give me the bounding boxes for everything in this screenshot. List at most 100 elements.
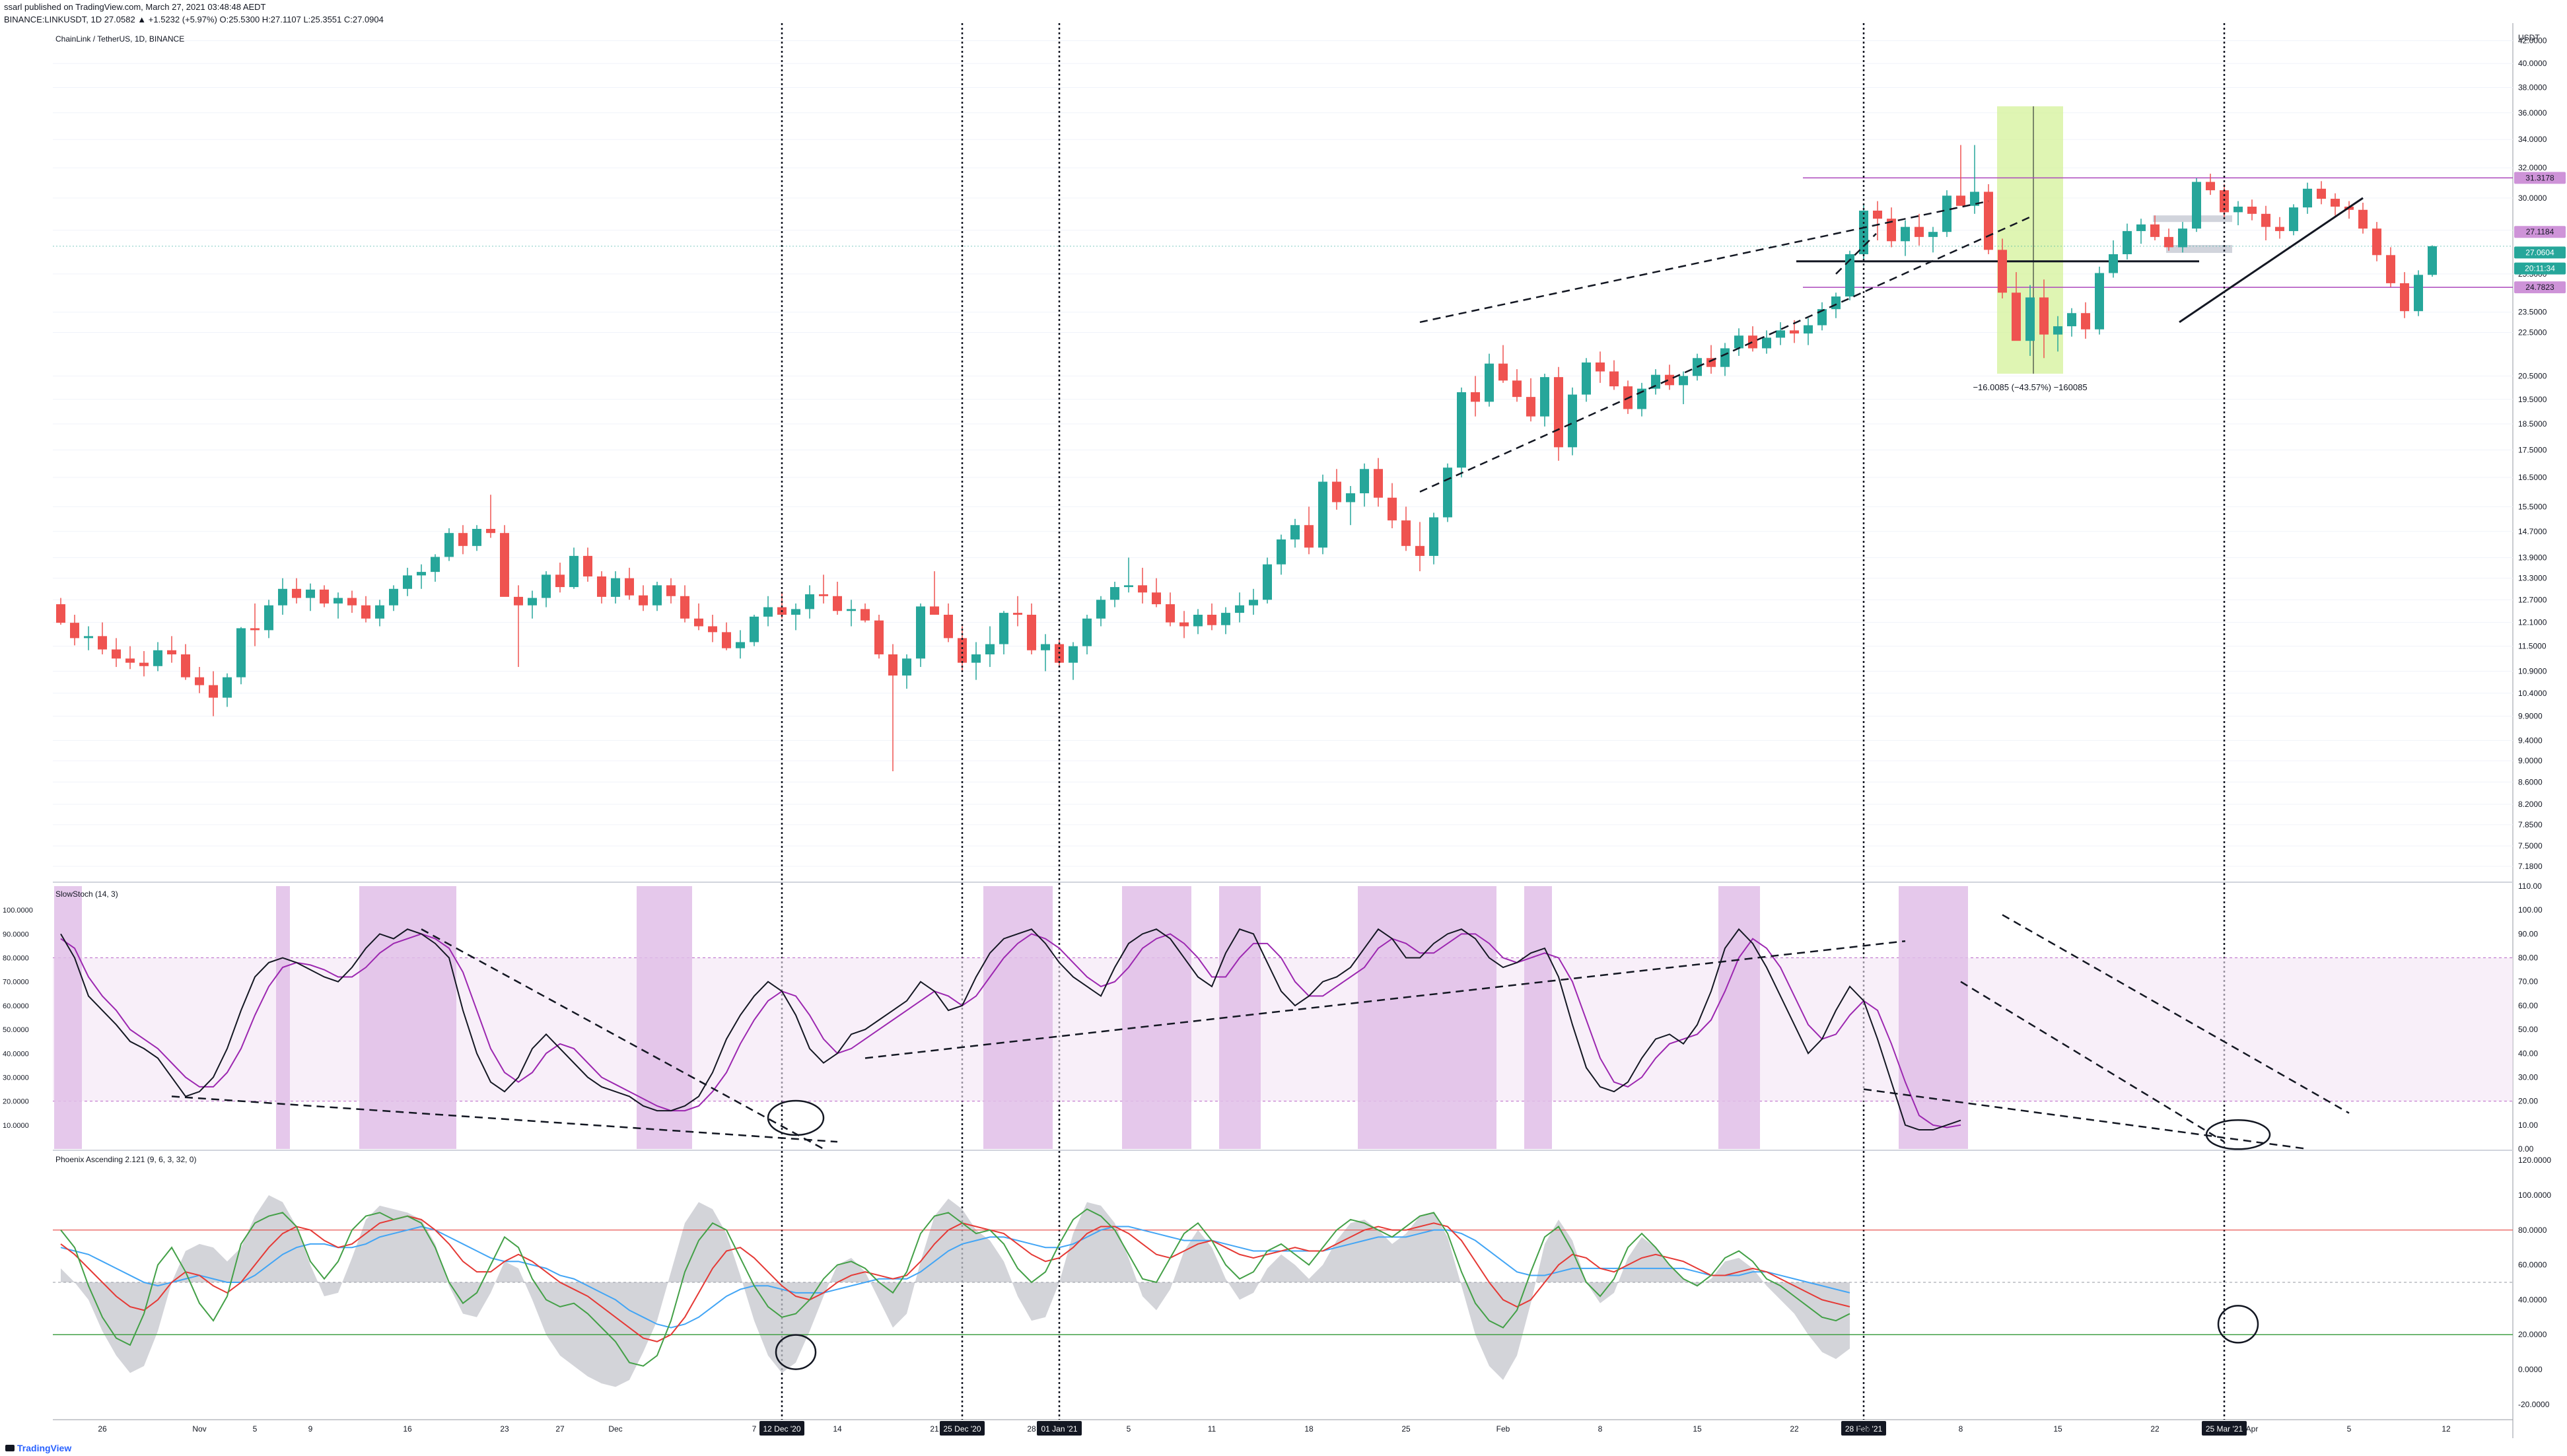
- candle[interactable]: [2012, 272, 2021, 341]
- candle[interactable]: [1166, 592, 1175, 627]
- candle[interactable]: [112, 638, 121, 668]
- candle[interactable]: [1665, 364, 1674, 390]
- candle[interactable]: [1485, 353, 1494, 407]
- candle[interactable]: [1776, 322, 1785, 345]
- candle[interactable]: [1457, 387, 1466, 478]
- candle[interactable]: [1124, 557, 1133, 593]
- candle[interactable]: [1887, 207, 1896, 248]
- candle[interactable]: [1152, 578, 1161, 607]
- candle[interactable]: [2067, 308, 2076, 337]
- candle[interactable]: [2136, 219, 2146, 244]
- candle[interactable]: [209, 671, 218, 716]
- candle[interactable]: [1498, 345, 1508, 383]
- candle[interactable]: [1138, 567, 1147, 604]
- candle[interactable]: [1956, 145, 1965, 206]
- candle[interactable]: [583, 547, 592, 582]
- candle[interactable]: [195, 667, 204, 693]
- candle[interactable]: [1374, 458, 1383, 507]
- candle[interactable]: [916, 603, 925, 668]
- candle[interactable]: [1540, 373, 1549, 427]
- candle[interactable]: [1388, 483, 1397, 529]
- candle[interactable]: [1942, 190, 1952, 237]
- candle[interactable]: [666, 578, 676, 604]
- candle[interactable]: [1304, 506, 1314, 555]
- candle[interactable]: [833, 581, 842, 615]
- candle[interactable]: [2109, 240, 2118, 278]
- candle[interactable]: [902, 654, 911, 689]
- candle[interactable]: [1013, 596, 1022, 627]
- candle[interactable]: [153, 642, 162, 672]
- candle[interactable]: [861, 603, 870, 623]
- candle[interactable]: [1401, 506, 1411, 551]
- candle[interactable]: [1845, 250, 1854, 300]
- candle[interactable]: [1970, 145, 1979, 214]
- candle[interactable]: [1762, 330, 1771, 354]
- candle[interactable]: [2081, 302, 2090, 339]
- candle[interactable]: [2289, 204, 2298, 236]
- candle[interactable]: [334, 592, 343, 619]
- candle[interactable]: [2206, 174, 2215, 195]
- candle[interactable]: [1637, 382, 1646, 417]
- candle[interactable]: [1277, 534, 1286, 575]
- candle[interactable]: [847, 600, 856, 627]
- candle[interactable]: [1609, 360, 1619, 390]
- candle[interactable]: [528, 590, 537, 619]
- candle[interactable]: [1082, 614, 1092, 655]
- candle[interactable]: [403, 567, 412, 596]
- candle[interactable]: [375, 600, 384, 627]
- candle[interactable]: [486, 495, 495, 538]
- candle[interactable]: [1263, 557, 1272, 604]
- candle[interactable]: [1901, 220, 1910, 256]
- candle[interactable]: [694, 603, 703, 631]
- candle[interactable]: [2192, 178, 2201, 232]
- candle[interactable]: [181, 644, 190, 680]
- candle[interactable]: [1221, 607, 1230, 635]
- candle[interactable]: [1582, 358, 1591, 402]
- candle[interactable]: [1235, 592, 1244, 623]
- candle[interactable]: [1360, 463, 1369, 507]
- candle[interactable]: [2233, 201, 2243, 226]
- candle[interactable]: [1928, 226, 1938, 253]
- candle[interactable]: [98, 622, 107, 655]
- candle[interactable]: [985, 626, 995, 668]
- candle[interactable]: [84, 626, 93, 650]
- candle[interactable]: [56, 598, 65, 625]
- candle[interactable]: [1984, 184, 1993, 254]
- candle[interactable]: [1193, 609, 1203, 635]
- candle[interactable]: [888, 644, 897, 772]
- candle[interactable]: [292, 578, 301, 604]
- candle[interactable]: [306, 583, 315, 611]
- tradingview-logo[interactable]: TradingView: [5, 1443, 71, 1453]
- candle[interactable]: [1512, 369, 1522, 402]
- candle[interactable]: [444, 528, 454, 561]
- candle[interactable]: [236, 627, 246, 685]
- candle[interactable]: [1290, 518, 1300, 548]
- candle[interactable]: [639, 585, 648, 611]
- candle[interactable]: [1998, 238, 2007, 298]
- candle[interactable]: [1069, 642, 1078, 680]
- candle[interactable]: [555, 563, 565, 593]
- candle[interactable]: [1804, 318, 1813, 345]
- candle[interactable]: [1415, 522, 1424, 572]
- candle[interactable]: [2095, 266, 2104, 335]
- candle[interactable]: [1471, 376, 1480, 417]
- candle[interactable]: [1915, 213, 1924, 246]
- candle[interactable]: [2331, 193, 2340, 216]
- candle[interactable]: [139, 651, 149, 677]
- candle[interactable]: [2358, 202, 2368, 234]
- candle[interactable]: [389, 585, 398, 611]
- candle[interactable]: [1332, 469, 1341, 510]
- candle[interactable]: [278, 578, 287, 615]
- candle[interactable]: [722, 622, 731, 650]
- candle[interactable]: [1041, 634, 1050, 672]
- candle[interactable]: [1679, 371, 1688, 405]
- candle[interactable]: [750, 614, 759, 646]
- candle[interactable]: [361, 596, 370, 623]
- candle[interactable]: [708, 614, 717, 642]
- candle[interactable]: [1817, 302, 1827, 331]
- candle[interactable]: [1207, 603, 1216, 631]
- candle[interactable]: [2123, 223, 2132, 260]
- candle[interactable]: [2164, 228, 2173, 251]
- candle[interactable]: [1249, 588, 1258, 615]
- candle[interactable]: [2150, 215, 2160, 241]
